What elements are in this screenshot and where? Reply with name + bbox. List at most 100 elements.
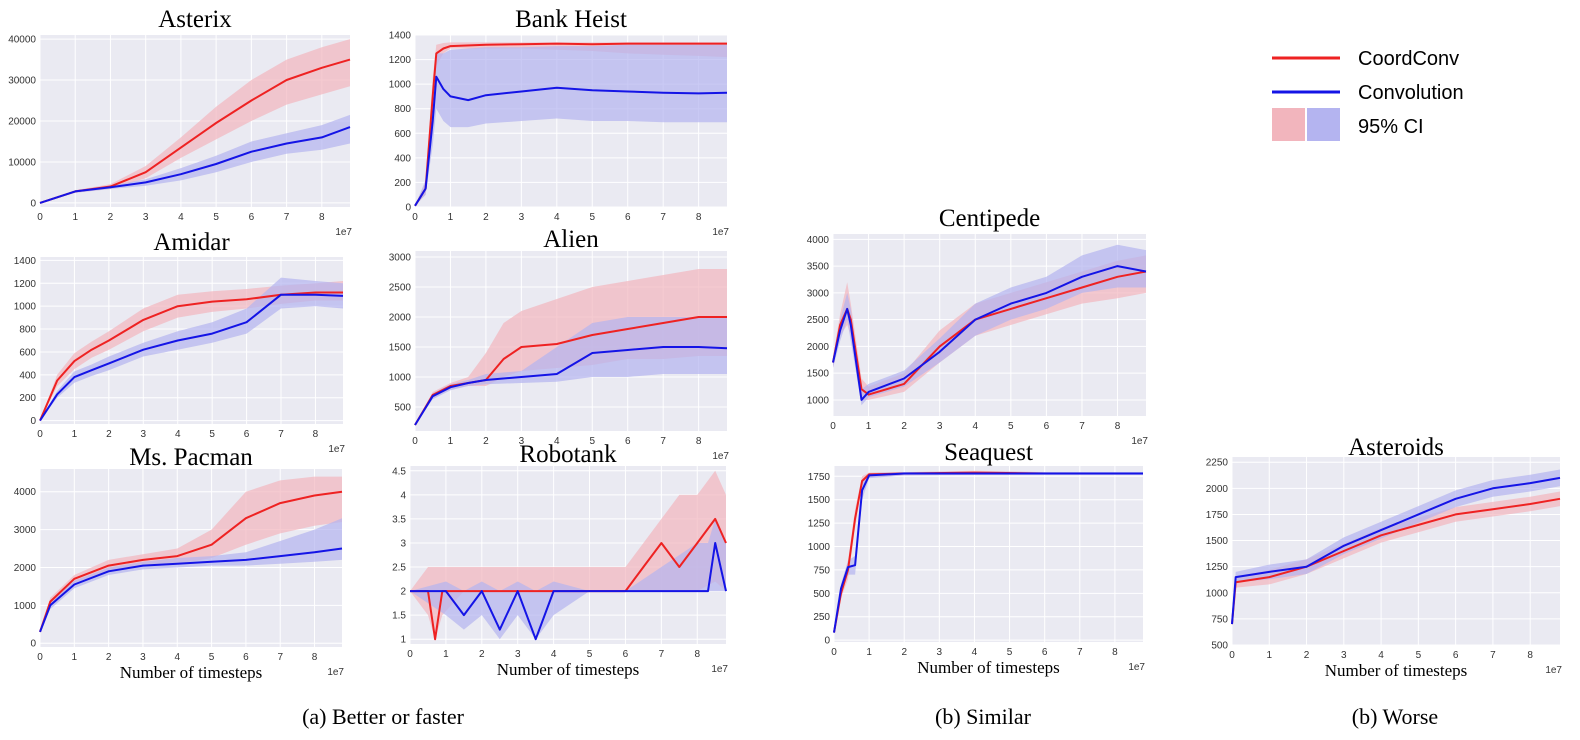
y-tick-label: 4000 xyxy=(14,487,37,498)
series-line-coordconv xyxy=(414,316,727,426)
x-tick-label: 2 xyxy=(483,436,489,447)
y-tick-label: 2250 xyxy=(1206,458,1229,469)
y-tick-label: 20000 xyxy=(8,117,36,128)
legend-label-ci: 95% CI xyxy=(1358,116,1424,138)
x-tick-label: 6 xyxy=(625,436,631,447)
x-tick-label: 0 xyxy=(37,429,43,440)
series-line-convolution xyxy=(833,472,1143,633)
y-tick-label: 500 xyxy=(813,589,830,600)
ci-band-convolution xyxy=(415,44,727,206)
y-tick-label: 1.5 xyxy=(392,611,406,622)
x-tick-label: 1 xyxy=(1266,650,1272,661)
y-tick-label: 1750 xyxy=(1206,510,1229,521)
chart-alien: 0 1 2 3 4 5 6 7 8 500 1000 1500 2000 2500 3000 1e7 Alien xyxy=(389,226,730,462)
x-tick-label: 5 xyxy=(1007,647,1013,658)
y-tick-label: 600 xyxy=(394,129,411,140)
y-tick-label: 1500 xyxy=(808,495,831,506)
x-tick-label: 4 xyxy=(972,647,978,658)
y-tick-label: 250 xyxy=(813,612,830,623)
x-tick-label: 6 xyxy=(1042,647,1048,658)
x-tick-label: 7 xyxy=(1079,421,1085,432)
chart-asteroids: 0 1 2 3 4 5 6 7 8 500 750 1000 1250 1500 1750 2000 2250 1… xyxy=(1206,434,1563,680)
chart-seaquest: 0 1 2 3 4 5 6 7 8 0 250 500 750 1000 1250 1500 1750 1e7 Se… xyxy=(808,439,1146,677)
x-tick-label: 2 xyxy=(479,649,485,660)
x-tick-label: 4 xyxy=(554,436,560,447)
ci-band-convolution xyxy=(40,114,350,203)
y-tick-label: 0 xyxy=(405,203,411,214)
y-tick-label: 400 xyxy=(394,153,411,164)
x-tick-label: 5 xyxy=(209,429,215,440)
x-tick-label: 8 xyxy=(319,212,325,223)
x-tick-label: 1 xyxy=(72,652,78,663)
x-tick-label: 5 xyxy=(1008,421,1014,432)
y-tick-label: 1400 xyxy=(389,31,412,42)
chart-title: Amidar xyxy=(153,229,230,256)
x-tick-label: 0 xyxy=(412,436,418,447)
y-tick-label: 750 xyxy=(1211,614,1228,625)
x-tick-label: 5 xyxy=(213,212,219,223)
x-tick-label: 3 xyxy=(519,212,525,223)
y-tick-label: 1250 xyxy=(808,519,831,530)
x-tick-label: 3 xyxy=(937,647,943,658)
caption-worse: (b) Worse xyxy=(1352,704,1438,729)
x-tick-label: 1 xyxy=(448,212,454,223)
y-tick-label: 1000 xyxy=(1206,588,1229,599)
x-tick-label: 3 xyxy=(519,436,525,447)
chart-centipede: 0 1 2 3 4 5 6 7 8 1000 1500 2000 2500 3000 3500 4000 1e7… xyxy=(807,205,1149,447)
x-tick-label: 1 xyxy=(443,649,449,660)
x-tick-label: 7 xyxy=(284,212,290,223)
x-tick-label: 1 xyxy=(866,421,872,432)
chart-title: Seaquest xyxy=(944,439,1033,466)
y-tick-label: 1500 xyxy=(389,343,412,354)
x-tick-label: 4 xyxy=(972,421,978,432)
x-tick-label: 7 xyxy=(277,652,283,663)
y-tick-label: 2.5 xyxy=(392,563,406,574)
x-tick-label: 4 xyxy=(174,652,180,663)
x-tick-label: 0 xyxy=(830,421,836,432)
ci-band-coordconv xyxy=(410,470,726,640)
x-offset-label: 1e7 xyxy=(1545,665,1562,676)
x-axis-label: Number of timesteps xyxy=(497,660,640,679)
series-line-convolution xyxy=(832,265,1147,401)
x-tick-label: 3 xyxy=(143,212,149,223)
series-line-convolution xyxy=(39,547,343,633)
x-tick-label: 0 xyxy=(407,649,413,660)
y-tick-label: 30000 xyxy=(8,76,36,87)
ci-band-convolution xyxy=(40,277,343,421)
y-tick-label: 4000 xyxy=(807,235,830,246)
y-tick-label: 750 xyxy=(813,565,830,576)
chart-mspacman: 0 1 2 3 4 5 6 7 8 0 1000 2000 3000 4000 1e7 Ms. Pacman N… xyxy=(14,444,345,682)
x-tick-label: 2 xyxy=(483,212,489,223)
y-tick-label: 10000 xyxy=(8,157,36,168)
series-line-convolution xyxy=(410,542,727,641)
legend: CoordConv Convolution 95% CI xyxy=(1272,48,1464,141)
y-tick-label: 1000 xyxy=(14,601,37,612)
y-tick-label: 1250 xyxy=(1206,562,1229,573)
x-tick-label: 6 xyxy=(243,652,249,663)
y-tick-label: 800 xyxy=(19,325,36,336)
y-tick-label: 800 xyxy=(394,104,411,115)
x-tick-label: 6 xyxy=(244,429,250,440)
x-offset-label: 1e7 xyxy=(1128,662,1145,673)
x-tick-label: 5 xyxy=(589,212,595,223)
y-tick-label: 600 xyxy=(19,347,36,358)
x-tick-label: 4 xyxy=(554,212,560,223)
x-tick-label: 2 xyxy=(106,429,112,440)
caption-similar: (b) Similar xyxy=(935,704,1032,729)
plot-area xyxy=(834,466,1143,642)
chart-title: Centipede xyxy=(939,205,1040,232)
x-offset-label: 1e7 xyxy=(711,664,728,675)
chart-title: Asteroids xyxy=(1348,434,1444,461)
x-tick-label: 1 xyxy=(866,647,872,658)
y-tick-label: 1000 xyxy=(14,302,37,313)
x-tick-label: 1 xyxy=(72,429,78,440)
x-tick-label: 0 xyxy=(831,647,837,658)
x-tick-label: 8 xyxy=(696,436,702,447)
x-tick-label: 8 xyxy=(312,652,318,663)
chart-asterix: 0 1 2 3 4 5 6 7 8 0 10000 20000 30000 40000 1e7 Asterix xyxy=(8,6,352,238)
y-tick-label: 1000 xyxy=(389,80,412,91)
ci-band-coordconv xyxy=(40,476,342,632)
ci-band-convolution xyxy=(1232,469,1560,625)
x-tick-label: 4 xyxy=(551,649,557,660)
